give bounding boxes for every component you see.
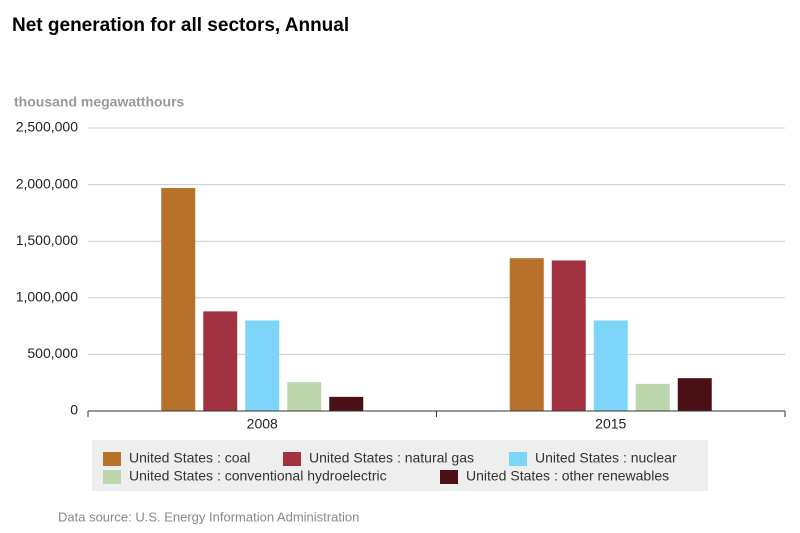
legend-label: United States : natural gas xyxy=(309,450,474,466)
legend-label: United States : conventional hydroelectr… xyxy=(129,468,387,484)
legend-label: United States : coal xyxy=(129,450,250,466)
bar xyxy=(245,320,280,411)
legend-box xyxy=(92,440,708,491)
y-tick-label: 2,000,000 xyxy=(16,175,78,191)
bar xyxy=(551,260,586,411)
y-tick-label: 0 xyxy=(70,402,78,418)
x-tick-label: 2008 xyxy=(247,416,278,432)
y-tick-label: 1,500,000 xyxy=(16,232,78,248)
legend-label: United States : nuclear xyxy=(535,450,677,466)
bar xyxy=(593,320,628,411)
y-tick-label: 500,000 xyxy=(27,345,78,361)
legend-swatch xyxy=(509,452,527,466)
bar xyxy=(329,396,364,411)
legend-swatch xyxy=(103,470,121,484)
chart-title: Net generation for all sectors, Annual xyxy=(12,15,349,36)
legend-swatch xyxy=(283,452,301,466)
bar xyxy=(161,187,196,411)
bar xyxy=(677,378,712,411)
y-tick-label: 1,000,000 xyxy=(16,289,78,305)
legend-swatch xyxy=(440,470,458,484)
bar xyxy=(509,258,544,411)
legend-swatch xyxy=(103,452,121,466)
x-tick-label: 2015 xyxy=(595,416,626,432)
y-axis-label: thousand megawatthours xyxy=(14,94,185,110)
bar xyxy=(287,382,322,411)
bar xyxy=(203,311,238,411)
y-tick-label: 2,500,000 xyxy=(16,119,78,135)
source-note: Data source: U.S. Energy Information Adm… xyxy=(58,509,359,524)
bar xyxy=(635,383,670,411)
legend-label: United States : other renewables xyxy=(466,468,669,484)
